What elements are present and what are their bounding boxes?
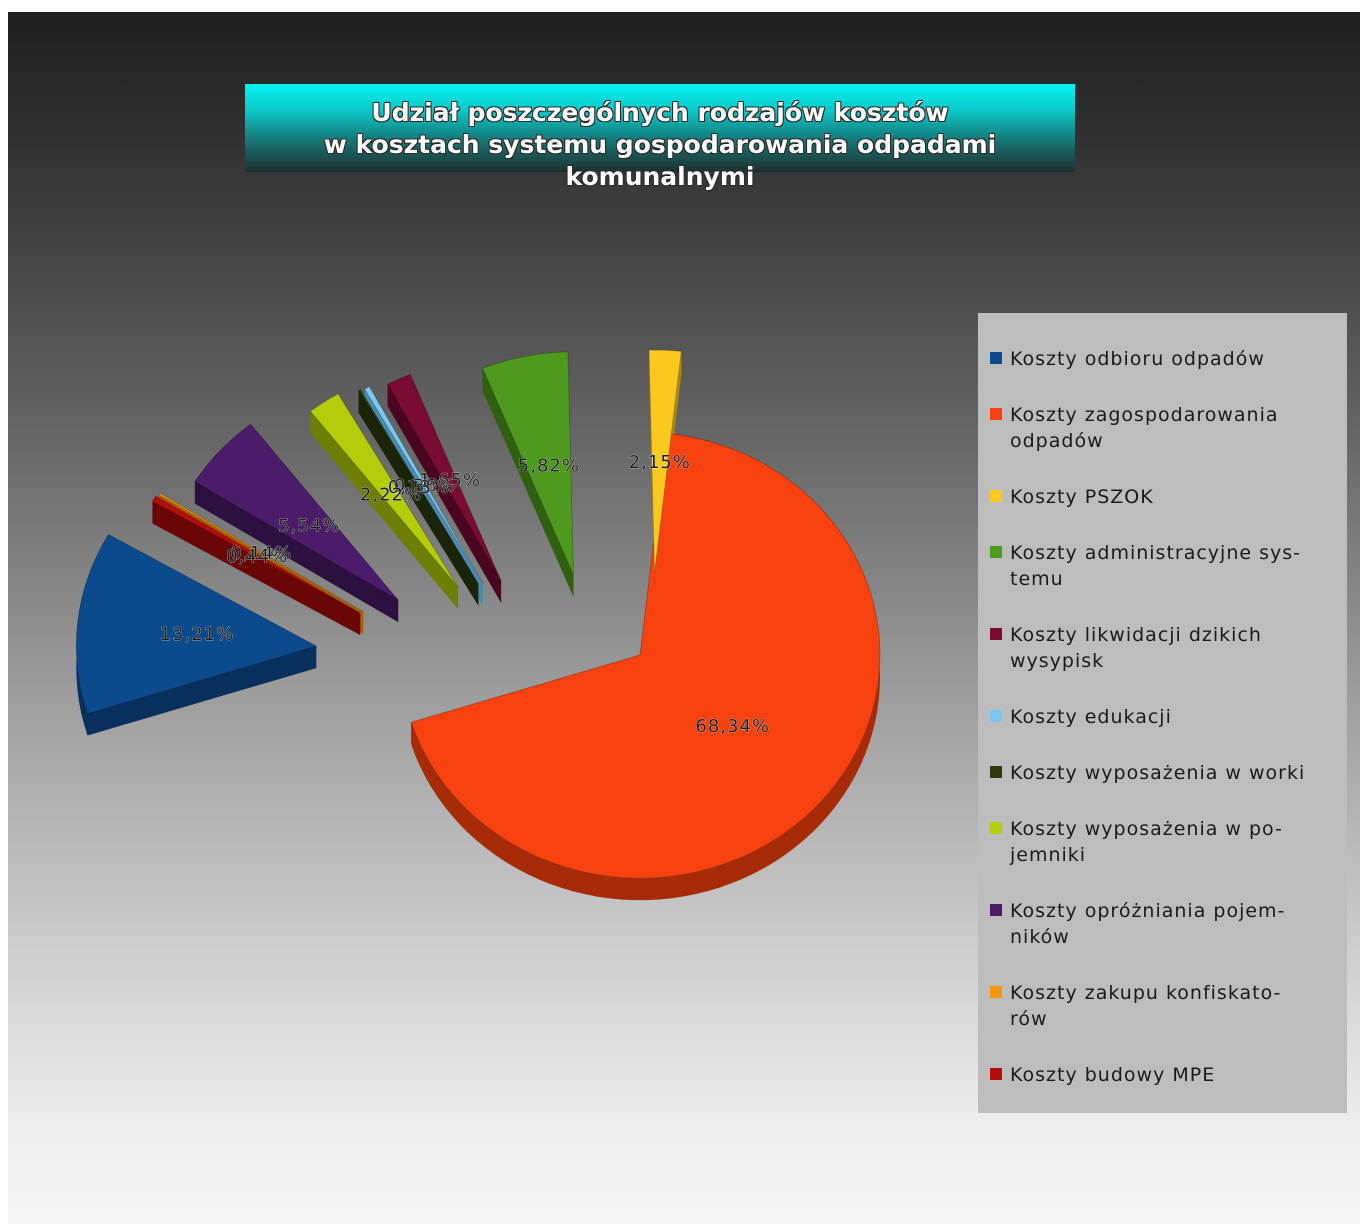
chart-title-line-1: Udział poszczególnych rodzajów kosztów [371,98,949,127]
legend-label: Koszty likwidacji dzikich wysypisk [1010,624,1262,672]
legend-label: Koszty zakupu konfiskato- rów [1010,982,1282,1030]
legend-swatch [990,490,1002,502]
pie-slice-koszty-zagospodarowania-odpadow [410,432,881,879]
legend-swatch [990,1068,1002,1080]
slice-wall-koszty-likwidacji-dzikich-wysypisk [387,374,502,603]
legend-item-koszty-wyposazenia-w-worki: Koszty wyposażenia w worki [990,760,1337,786]
legend-item-koszty-zakupu-konfiskatorow: Koszty zakupu konfiskato- rów [990,980,1337,1032]
legend-item-koszty-pszok: Koszty PSZOK [990,484,1337,510]
data-label-koszty-zagospodarowania-odpadow: 68,34% [695,716,770,737]
legend-swatch [990,822,1002,834]
data-label-koszty-zakupu-konfiskatorow: 0,14% [230,543,292,564]
legend-swatch [990,628,1002,640]
chart-title-line-2: w kosztach systemu gospodarowania odpada… [323,130,997,191]
data-label-koszty-administracyjne-systemu: 5,82% [518,456,580,477]
legend-item-koszty-administracyjne-systemu: Koszty administracyjne sys- temu [990,540,1337,592]
legend-item-koszty-odbioru-odpadow: Koszty odbioru odpadów [990,346,1337,372]
data-label-koszty-budowy-mpe: 0,44% [226,546,288,567]
pie-slice-koszty-administracyjne-systemu [481,351,574,576]
pie-slice-koszty-odbioru-odpadow [75,533,318,714]
slice-wall-koszty-oprozniania-pojemnikow [194,424,399,623]
chart-title: Udział poszczególnych rodzajów kosztów w… [245,84,1075,191]
pie-data-labels: 13,21% 68,34% 2,15% 5,82% 1,65%0,36%0,13%2,2… [159,452,770,738]
legend-label: Koszty zagospodarowania odpadów [1010,404,1279,452]
legend-label: Koszty odbioru odpadów [1010,348,1265,370]
data-label-koszty-wyposazenia-w-worki: 0,13% [388,477,450,498]
legend-item-koszty-likwidacji-dzikich-wysypisk: Koszty likwidacji dzikich wysypisk [990,622,1337,674]
data-label-koszty-odbioru-odpadow: 13,21% [160,624,235,645]
data-label-koszty-likwidacji-dzikich-wysypisk: 1,65% [419,470,481,491]
legend-label: Koszty administracyjne sys- temu [1010,542,1301,590]
slice-wall-koszty-administracyjne-systemu [482,351,574,597]
chart-legend: Koszty odbioru odpadów Koszty zagospodaro… [978,313,1347,1113]
pie-slice-koszty-wyposazenia-w-pojemniki [309,393,459,588]
legend-item-koszty-zagospodarowania-odpadow: Koszty zagospodarowania odpadów [990,402,1337,454]
data-label-koszty-pszok: 2,15% [629,452,691,473]
legend-swatch [990,904,1002,916]
legend-swatch [990,986,1002,998]
pie-slice-koszty-budowy-mpe [151,495,361,614]
pie-slice-koszty-edukacji [364,386,484,584]
slice-wall-koszty-budowy-mpe [152,496,361,636]
data-label-koszty-oprozniania-pojemnikow: 5,54% [278,515,340,536]
legend-label: Koszty edukacji [1010,706,1172,728]
legend-label: Koszty opróżniania pojem- ników [1010,900,1286,948]
legend-label: Koszty budowy MPE [1010,1064,1216,1086]
legend-item-koszty-budowy-mpe: Koszty budowy MPE [990,1062,1337,1088]
pie-slice-koszty-likwidacji-dzikich-wysypisk [387,373,502,582]
pie-slice-koszty-oprozniania-pojemnikow [194,423,399,601]
legend-label: Koszty wyposażenia w po- jemniki [1010,818,1283,866]
data-label-koszty-edukacji: 0,36% [394,476,456,497]
legend-swatch [990,352,1002,364]
legend-item-koszty-edukacji: Koszty edukacji [990,704,1337,730]
pie-slice-koszty-pszok [648,349,682,574]
legend-label: Koszty PSZOK [1010,486,1154,508]
legend-item-koszty-oprozniania-pojemnikow: Koszty opróżniania pojem- ników [990,898,1337,950]
slice-wall-koszty-wyposazenia-w-pojemniki [310,393,459,610]
pie-slice-tops [75,349,881,879]
legend-swatch [990,546,1002,558]
pie-slice-koszty-wyposazenia-w-worki [358,389,479,585]
pie-slice-koszty-zakupu-konfiskatorow [158,492,364,613]
legend-swatch [990,766,1002,778]
legend-swatch [990,710,1002,722]
data-label-koszty-wyposazenia-w-pojemniki: 2,22% [360,485,422,506]
legend-label: Koszty wyposażenia w worki [1010,762,1306,784]
legend-item-koszty-wyposazenia-w-pojemniki: Koszty wyposażenia w po- jemniki [990,816,1337,868]
legend-swatch [990,408,1002,420]
slice-wall-koszty-wyposazenia-w-worki [358,389,479,606]
